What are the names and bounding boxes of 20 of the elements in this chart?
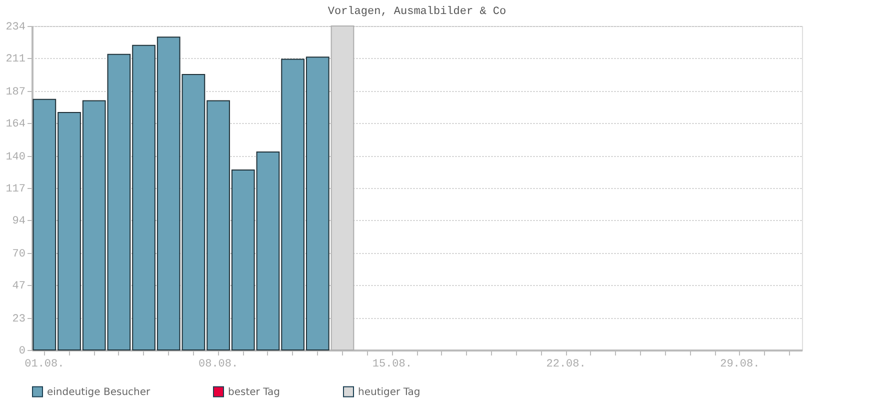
y-tick-label: 234 [6,22,26,34]
y-tick-label: 47 [12,280,26,292]
y-tick-label: 94 [12,215,26,228]
legend-label: bester Tag [228,386,280,398]
y-tick-label: 164 [6,118,26,130]
y-tick-label: 70 [12,248,26,261]
legend-label: eindeutige Besucher [47,386,152,398]
x-tick-label: 22.08. [546,358,586,370]
x-tick-label: 08.08. [198,358,238,370]
x-tick-label: 29.08. [720,358,760,370]
y-tick-label: 23 [12,314,26,326]
y-tick-label: 117 [6,184,26,196]
x-tick-label: 15.08. [372,358,412,370]
y-tick-label: 187 [6,86,26,99]
y-tick-label: 140 [6,152,26,164]
chart-title: Vorlagen, Ausmalbilder & Co [328,6,506,18]
legend-label: heutiger Tag [358,386,420,398]
y-tick-label: 211 [6,53,26,66]
x-tick-label: 01.08. [24,358,64,370]
y-tick-label: 0 [18,346,26,358]
